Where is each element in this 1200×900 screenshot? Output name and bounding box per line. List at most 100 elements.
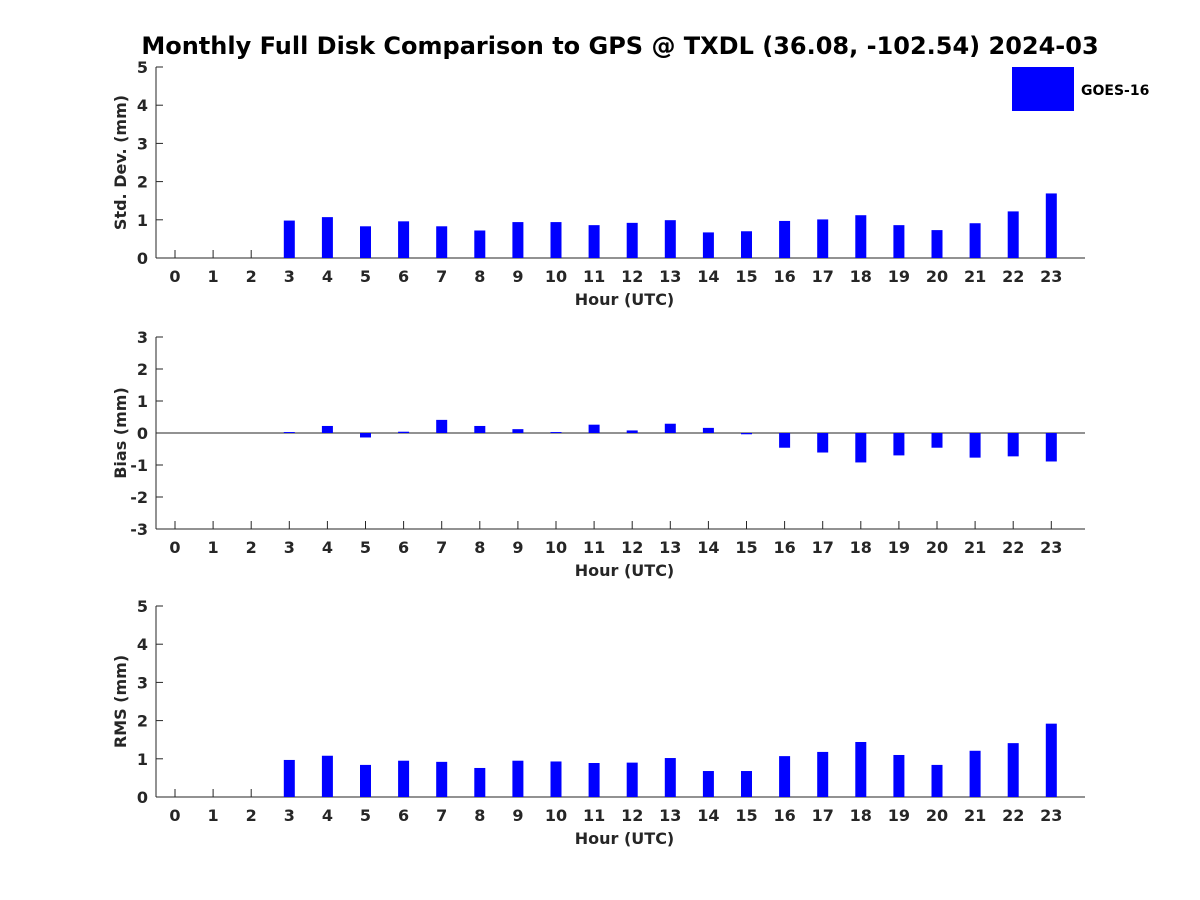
rms-x-tick-label: 5 [360,806,371,825]
std-bar [779,220,791,258]
legend-swatch-goes16 [1012,67,1074,111]
rms-x-tick-label: 16 [773,806,795,825]
std-x-tick-label: 19 [888,267,910,286]
bias-y-tick-label: -3 [130,520,148,539]
bias-x-tick-label: 14 [697,538,719,557]
bias-x-tick-label: 23 [1040,538,1062,557]
rms-bar [702,771,714,797]
bias-bar [436,419,448,433]
rms-x-tick-label: 23 [1040,806,1062,825]
rms-y-axis-label: RMS (mm) [111,655,130,748]
std-x-tick-label: 22 [1002,267,1024,286]
rms-x-tick-label: 7 [436,806,447,825]
std-x-tick-label: 14 [697,267,719,286]
rms-bar [398,760,410,797]
legend: GOES-16 [1012,67,1149,111]
rms-x-tick-label: 2 [246,806,257,825]
std-x-axis-label: Hour (UTC) [575,290,675,309]
bias-bar [741,433,752,435]
std-x-tick-label: 18 [850,267,872,286]
bias-bar [474,425,486,433]
bias-bar [817,433,829,453]
bias-bar [664,423,676,433]
std-x-tick-label: 20 [926,267,948,286]
bias-bar [931,433,943,448]
std-bar [741,231,752,258]
rms-bar [893,754,905,797]
std-bar [474,230,486,258]
std-x-tick-label: 17 [812,267,834,286]
bias-x-tick-label: 0 [169,538,180,557]
std-bar [588,225,600,258]
bias-bar [1045,433,1057,462]
std-x-tick-label: 21 [964,267,986,286]
bias-bar [1007,433,1019,457]
bias-x-tick-label: 20 [926,538,948,557]
rms-bar [626,762,638,797]
std-bar [1045,193,1057,258]
rms-x-tick-label: 4 [322,806,333,825]
std-x-tick-label: 15 [735,267,757,286]
rms-bar [321,755,333,797]
bias-bar [893,433,905,456]
bias-bar [550,432,562,433]
bias-x-tick-label: 19 [888,538,910,557]
std-bar [436,226,448,258]
std-y-tick-label: 4 [137,96,148,115]
std-x-tick-label: 9 [512,267,523,286]
rms-y-tick-label: 3 [137,673,148,692]
std-x-tick-label: 8 [474,267,485,286]
bias-bar [626,430,638,433]
rms-y-tick-label: 2 [137,712,148,731]
rms-x-tick-label: 11 [583,806,605,825]
rms-bar [664,758,676,797]
std-bar [702,232,714,258]
bias-x-tick-label: 13 [659,538,681,557]
rms-x-axis-label: Hour (UTC) [575,829,675,848]
rms-bar [969,750,981,797]
chart-title: Monthly Full Disk Comparison to GPS @ TX… [141,32,1098,60]
std-x-tick-label: 3 [284,267,295,286]
std-bar [626,222,638,258]
rms-bar [512,760,524,797]
bias-bar [588,424,600,433]
bias-bar [360,433,371,438]
bias-x-tick-label: 15 [735,538,757,557]
std-x-tick-label: 6 [398,267,409,286]
std-bar [664,220,676,258]
rms-x-tick-label: 21 [964,806,986,825]
rms-bar [550,761,562,797]
rms-x-tick-label: 3 [284,806,295,825]
bias-x-tick-label: 1 [208,538,219,557]
rms-bar [474,767,486,797]
rms-bar [779,756,791,797]
std-y-axis-label: Std. Dev. (mm) [111,95,130,230]
rms-bar [436,761,448,797]
rms-bar [741,771,752,797]
bias-x-tick-label: 12 [621,538,643,557]
rms-x-tick-label: 6 [398,806,409,825]
rms-x-tick-label: 9 [512,806,523,825]
bias-x-tick-label: 5 [360,538,371,557]
bias-x-tick-label: 4 [322,538,333,557]
bias-bar [779,433,791,448]
rms-bar [1045,723,1057,797]
rms-y-tick-label: 0 [137,788,148,807]
std-x-tick-label: 23 [1040,267,1062,286]
rms-x-tick-label: 12 [621,806,643,825]
bias-y-tick-label: 1 [137,392,148,411]
rms-x-tick-label: 22 [1002,806,1024,825]
std-bar [512,222,524,258]
bias-x-tick-label: 11 [583,538,605,557]
bias-x-tick-label: 7 [436,538,447,557]
rms-bar [1007,743,1019,797]
std-bar [893,225,905,258]
std-y-tick-label: 2 [137,173,148,192]
std-x-tick-label: 0 [169,267,180,286]
std-y-tick-label: 5 [137,58,148,77]
rms-x-tick-label: 10 [545,806,567,825]
bias-y-tick-label: 3 [137,328,148,347]
std-y-tick-label: 1 [137,211,148,230]
std-x-tick-label: 10 [545,267,567,286]
